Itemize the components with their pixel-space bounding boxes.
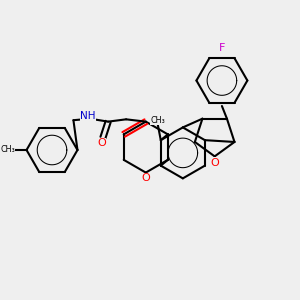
Text: O: O bbox=[141, 173, 150, 183]
Text: CH₃: CH₃ bbox=[151, 116, 165, 125]
Text: O: O bbox=[97, 138, 106, 148]
Text: CH₃: CH₃ bbox=[0, 146, 15, 154]
Text: NH: NH bbox=[80, 111, 96, 122]
Text: F: F bbox=[219, 43, 225, 53]
Text: O: O bbox=[210, 158, 219, 168]
